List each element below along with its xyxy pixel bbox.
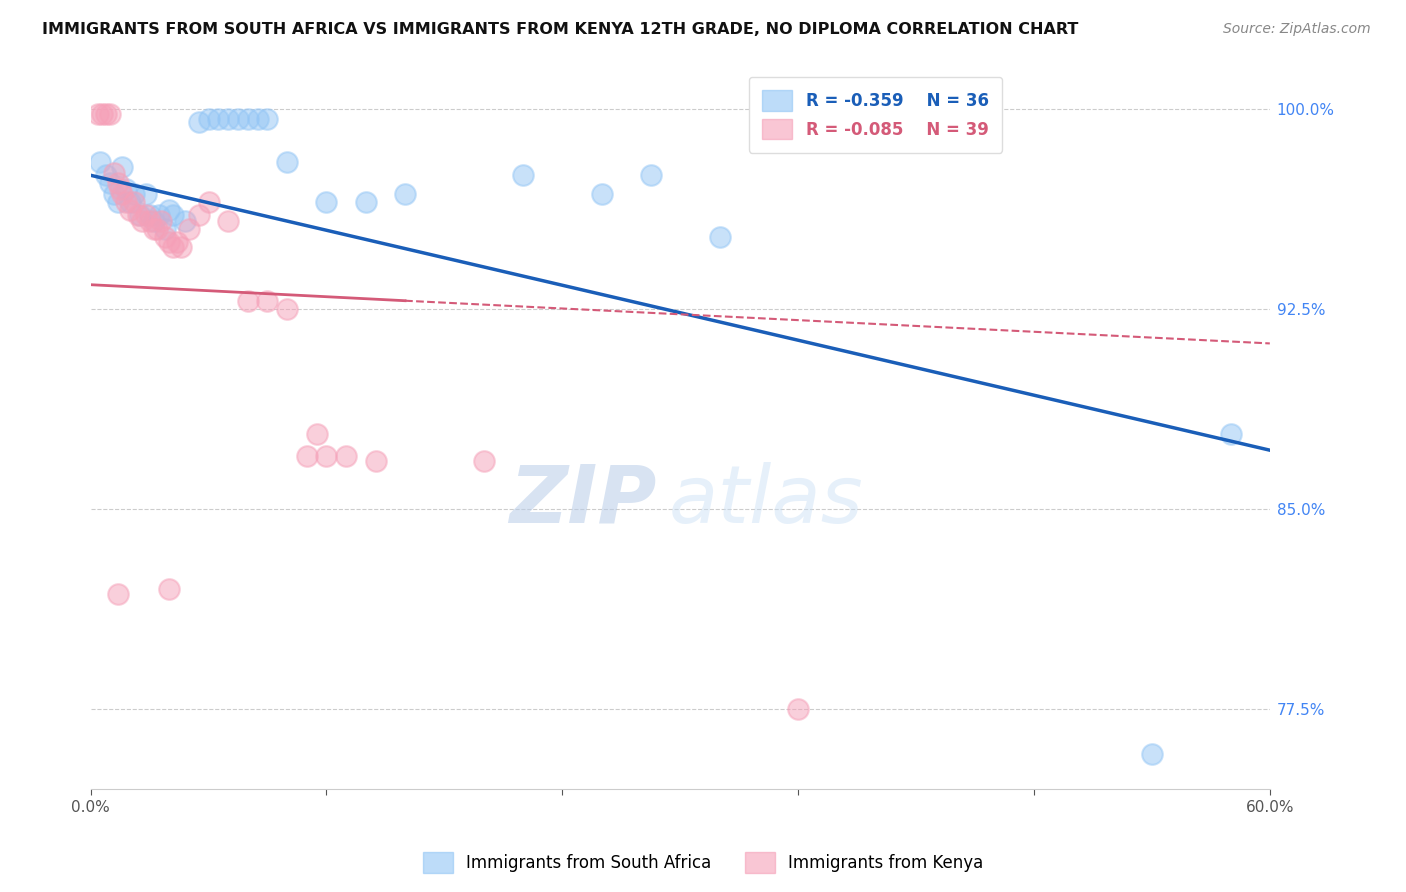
Point: [787, 702, 810, 716]
Point: [256, 293, 278, 308]
Point: [138, 208, 160, 222]
Point: [295, 449, 318, 463]
Point: [107, 176, 129, 190]
Point: [1140, 747, 1163, 762]
Point: [187, 115, 209, 129]
Point: [276, 301, 298, 316]
Point: [122, 194, 145, 209]
Point: [122, 186, 145, 201]
Point: [236, 293, 259, 308]
Point: [157, 235, 180, 249]
Text: ZIP: ZIP: [509, 462, 657, 540]
Point: [127, 208, 149, 222]
Point: [157, 582, 180, 596]
Point: [364, 454, 387, 468]
Point: [135, 208, 157, 222]
Point: [354, 194, 377, 209]
Point: [177, 221, 200, 235]
Text: IMMIGRANTS FROM SOUTH AFRICA VS IMMIGRANTS FROM KENYA 12TH GRADE, NO DIPLOMA COR: IMMIGRANTS FROM SOUTH AFRICA VS IMMIGRAN…: [42, 22, 1078, 37]
Point: [98, 107, 121, 121]
Point: [142, 213, 165, 227]
Point: [111, 161, 134, 175]
Point: [217, 112, 239, 127]
Point: [162, 240, 184, 254]
Point: [276, 155, 298, 169]
Point: [512, 169, 534, 183]
Point: [87, 107, 110, 121]
Point: [246, 112, 269, 127]
Point: [107, 194, 129, 209]
Point: [472, 454, 495, 468]
Point: [236, 112, 259, 127]
Point: [131, 213, 153, 227]
Point: [91, 107, 114, 121]
Point: [148, 208, 170, 222]
Point: [174, 213, 197, 227]
Point: [107, 587, 129, 601]
Point: [197, 112, 219, 127]
Point: [709, 229, 731, 244]
Point: [96, 169, 118, 183]
Point: [89, 155, 111, 169]
Point: [197, 194, 219, 209]
Point: [150, 213, 173, 227]
Point: [155, 229, 177, 244]
Point: [118, 202, 141, 217]
Point: [256, 112, 278, 127]
Point: [96, 107, 118, 121]
Point: [394, 186, 416, 201]
Point: [118, 194, 141, 209]
Legend: Immigrants from South Africa, Immigrants from Kenya: Immigrants from South Africa, Immigrants…: [416, 846, 990, 880]
Point: [217, 213, 239, 227]
Point: [166, 235, 188, 249]
Point: [315, 449, 337, 463]
Point: [135, 186, 157, 201]
Point: [115, 181, 138, 195]
Point: [335, 449, 357, 463]
Point: [146, 221, 169, 235]
Point: [207, 112, 229, 127]
Point: [315, 194, 337, 209]
Point: [155, 221, 177, 235]
Point: [111, 186, 134, 201]
Point: [128, 208, 150, 222]
Point: [640, 169, 662, 183]
Point: [226, 112, 249, 127]
Point: [108, 181, 131, 195]
Point: [1219, 427, 1241, 442]
Point: [157, 202, 180, 217]
Point: [103, 186, 125, 201]
Point: [591, 186, 613, 201]
Point: [142, 221, 165, 235]
Text: Source: ZipAtlas.com: Source: ZipAtlas.com: [1223, 22, 1371, 37]
Point: [98, 176, 121, 190]
Point: [305, 427, 328, 442]
Text: atlas: atlas: [668, 462, 863, 540]
Point: [162, 208, 184, 222]
Point: [187, 208, 209, 222]
Point: [115, 194, 138, 209]
Point: [138, 213, 160, 227]
Point: [170, 240, 193, 254]
Point: [103, 166, 125, 180]
Legend: R = -0.359    N = 36, R = -0.085    N = 39: R = -0.359 N = 36, R = -0.085 N = 39: [749, 77, 1002, 153]
